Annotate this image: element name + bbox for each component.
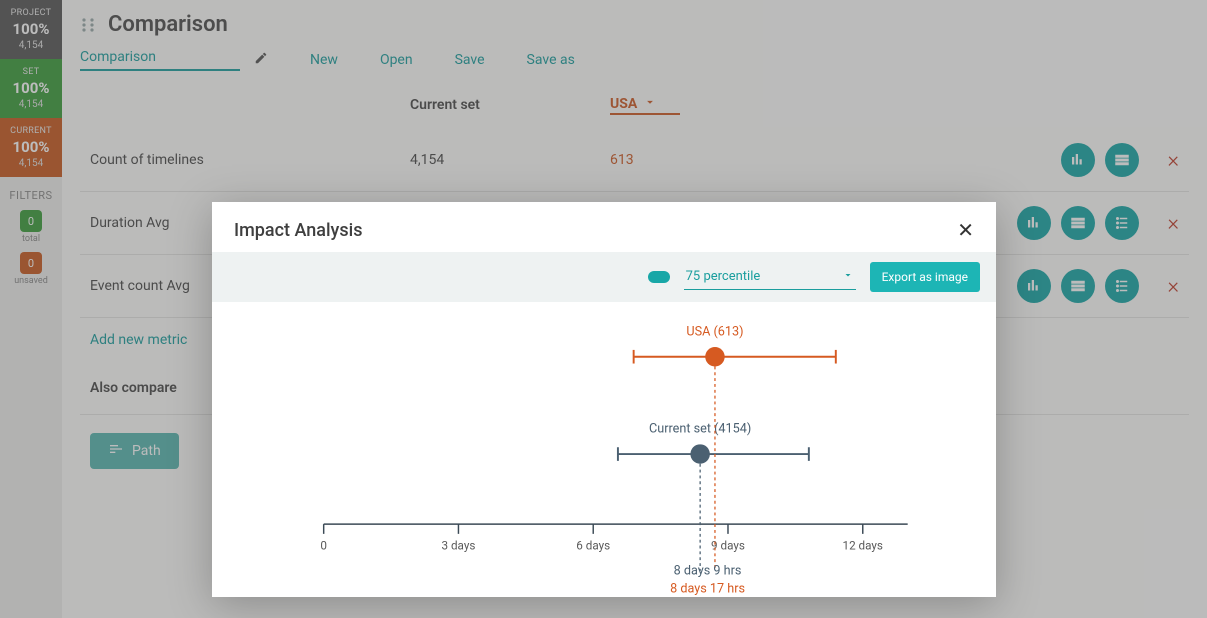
- svg-text:6 days: 6 days: [576, 538, 610, 552]
- svg-text:USA (613): USA (613): [686, 324, 743, 339]
- export-button[interactable]: Export as image: [870, 262, 980, 292]
- svg-text:8 days 17 hrs: 8 days 17 hrs: [670, 581, 745, 596]
- svg-text:8 days 9 hrs: 8 days 9 hrs: [674, 564, 742, 579]
- percentile-label: 75 percentile: [686, 269, 761, 284]
- close-icon[interactable]: ✕: [957, 218, 974, 242]
- modal-toolbar: 75 percentile Export as image: [212, 252, 996, 302]
- modal-title: Impact Analysis: [234, 220, 362, 241]
- modal-header: Impact Analysis ✕: [212, 202, 996, 252]
- percentile-select[interactable]: 75 percentile: [684, 265, 856, 290]
- svg-text:Current set (4154): Current set (4154): [649, 422, 751, 437]
- svg-text:0: 0: [320, 538, 327, 552]
- svg-text:3 days: 3 days: [442, 538, 476, 552]
- impact-chart: 0 3 days 6 days 9 days 12 days USA (613) Curre…: [212, 302, 996, 602]
- svg-text:9 days: 9 days: [711, 538, 745, 552]
- chevron-down-icon: [842, 269, 854, 285]
- svg-text:12 days: 12 days: [843, 538, 883, 552]
- toggle-pill[interactable]: [648, 271, 670, 283]
- impact-analysis-modal: Impact Analysis ✕ 75 percentile Export a…: [212, 202, 996, 597]
